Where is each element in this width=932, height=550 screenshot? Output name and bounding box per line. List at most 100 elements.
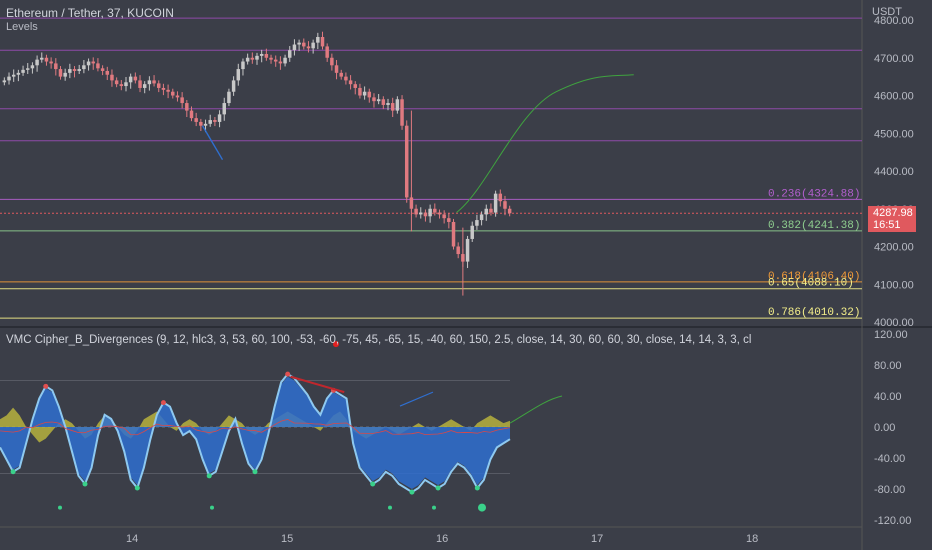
osc-blue-segment [399, 391, 434, 407]
candle [316, 32, 320, 50]
candle-body [493, 193, 498, 213]
candle-body [498, 193, 503, 202]
candle [16, 69, 21, 82]
price-tick-label: 4600.00 [874, 91, 914, 103]
candle-body [269, 57, 273, 60]
candle [423, 209, 428, 222]
candle-body [7, 76, 11, 81]
candle-body [199, 121, 203, 126]
candle-body [133, 76, 138, 81]
candle-body [470, 225, 474, 239]
candle [437, 209, 442, 219]
candle-body [152, 80, 156, 84]
candle [344, 72, 348, 85]
sell-signal-dot [333, 341, 339, 348]
candle-body [49, 61, 53, 64]
candle-body [390, 103, 395, 111]
bar-countdown: 16:51 [873, 219, 901, 231]
candle [128, 73, 133, 89]
candle [58, 66, 63, 80]
candle-body [138, 80, 142, 88]
candle [395, 96, 400, 114]
candle-body [456, 246, 460, 255]
candle [157, 80, 161, 93]
candle [348, 75, 353, 90]
candle-body [484, 208, 489, 215]
currency-badge[interactable]: USDT [872, 6, 902, 18]
price-tick-label: 4800.00 [874, 15, 914, 27]
last-price-value: 4287.98 [873, 207, 913, 219]
candle [288, 46, 292, 62]
candle-body [105, 70, 110, 75]
buy-signal-dot [58, 505, 62, 510]
cross-dot [252, 469, 258, 475]
candle-body [245, 57, 250, 62]
candle-body [250, 57, 255, 60]
candle [475, 214, 479, 230]
candle-body [180, 97, 184, 104]
time-tick-label: 16 [436, 533, 448, 545]
candle-body [21, 69, 25, 73]
candle-body [381, 99, 386, 105]
candle [297, 39, 301, 51]
candle [362, 86, 367, 100]
candle-body [86, 61, 91, 66]
candle [358, 83, 362, 99]
candle [44, 54, 49, 66]
candle [456, 242, 460, 259]
candle-body [30, 65, 35, 69]
candle-body [44, 57, 49, 62]
osc-tick-label: 0.00 [874, 422, 895, 434]
oscillator-panel [0, 341, 563, 512]
candle-body [348, 80, 353, 85]
levels-indicator-label[interactable]: Levels [6, 21, 38, 33]
candle [72, 66, 77, 78]
candle [124, 77, 128, 92]
candle-body [479, 214, 484, 221]
candle [222, 97, 226, 121]
candle-body [11, 74, 16, 77]
candle-body [142, 84, 147, 88]
candle-body [367, 91, 372, 98]
candle [35, 55, 39, 72]
candle [498, 189, 503, 207]
candle [414, 204, 418, 218]
candle [199, 118, 203, 131]
cross-dot [134, 485, 140, 491]
buy-signal-dot [478, 503, 486, 512]
osc-green-curve [509, 395, 563, 424]
candle [264, 48, 269, 61]
candle-body [311, 42, 315, 49]
candle [189, 106, 194, 122]
price-tick-label: 4200.00 [874, 242, 914, 254]
candle [213, 117, 217, 127]
candle [428, 204, 432, 223]
candle-body [236, 69, 241, 81]
candle-body [147, 80, 152, 85]
candlestick-series [2, 31, 512, 296]
candle [161, 83, 166, 96]
candle-body [376, 99, 381, 102]
time-tick-label: 18 [746, 533, 758, 545]
candle-body [302, 42, 306, 47]
candle [185, 100, 189, 118]
candle-body [297, 42, 301, 45]
candle-body [208, 120, 212, 124]
candle [442, 210, 446, 224]
candle [68, 63, 72, 79]
candle-body [175, 95, 180, 98]
cross-dot [285, 371, 291, 377]
candle [245, 53, 250, 65]
candle-body [72, 69, 77, 71]
candle-body [353, 84, 357, 88]
price-tick-label: 4500.00 [874, 128, 914, 140]
fib-label: 0.236(4324.88) [768, 188, 860, 200]
candle [390, 97, 395, 118]
candle-body [82, 65, 86, 70]
candle-body [2, 80, 7, 83]
candle [21, 65, 25, 76]
oscillator-title[interactable]: VMC Cipher_B_Divergences (9, 12, hlc3, 3… [6, 334, 752, 346]
candle [138, 75, 142, 93]
fib-label: 0.786(4010.32) [768, 307, 860, 319]
candle-body [316, 36, 320, 43]
